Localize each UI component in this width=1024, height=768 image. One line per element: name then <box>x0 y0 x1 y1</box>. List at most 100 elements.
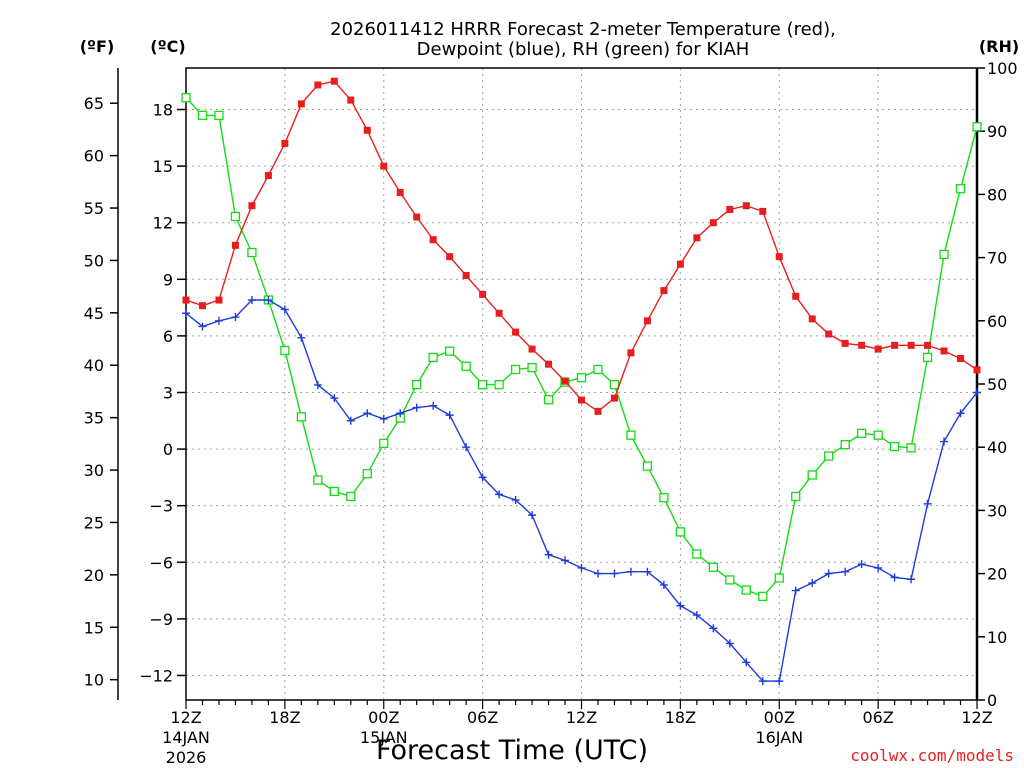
dewpoint-point <box>412 403 421 412</box>
temperature-point <box>396 189 404 197</box>
time-tick-year-label: 2026 <box>166 748 207 767</box>
rh-unit-label: (RH) <box>979 37 1019 56</box>
temperature-point <box>792 292 800 300</box>
rh-tick-label: 80 <box>987 185 1007 204</box>
celsius-tick-label: 9 <box>163 270 173 289</box>
dewpoint-point <box>247 296 256 305</box>
rh-point <box>626 430 636 440</box>
dewpoint-point <box>478 473 487 482</box>
rh-point <box>510 364 521 375</box>
rh-tick-label: 20 <box>987 565 1007 584</box>
rh-tick-label: 90 <box>987 122 1007 141</box>
celsius-tick-label: 18 <box>153 101 173 120</box>
fahrenheit-tick-label: 30 <box>84 461 104 480</box>
rh-point <box>181 93 191 103</box>
fahrenheit-tick-label: 40 <box>84 356 104 375</box>
rh-point <box>840 440 850 450</box>
dewpoint-point <box>363 409 372 418</box>
temperature-point <box>578 396 585 404</box>
rh-point <box>296 412 307 422</box>
temperature-point <box>627 349 635 357</box>
rh-point <box>230 211 241 222</box>
dewpoint-point <box>577 563 586 572</box>
temperature-point <box>297 100 305 108</box>
fahrenheit-tick-label: 50 <box>84 251 104 270</box>
rh-tick-label: 40 <box>987 438 1007 457</box>
rh-point <box>758 591 768 602</box>
temperature-point <box>281 139 289 147</box>
dewpoint-point <box>495 490 504 499</box>
rh-point <box>214 110 224 121</box>
dewpoint-point <box>231 313 240 322</box>
dewpoint-point <box>346 416 355 425</box>
rh-point <box>197 110 208 121</box>
dewpoint-point <box>214 316 223 325</box>
time-tick-date-label: 16JAN <box>755 728 803 747</box>
rh-point <box>659 493 669 503</box>
rh-point <box>791 491 801 502</box>
rh-point <box>955 184 966 194</box>
fahrenheit-unit-label: (ºF) <box>80 37 115 56</box>
time-tick-label: 12Z <box>566 708 597 727</box>
temperature-line <box>185 80 978 413</box>
rh-point <box>379 438 389 449</box>
rh-point <box>741 585 751 595</box>
rh-point <box>692 549 702 559</box>
dewpoint-point <box>379 414 388 423</box>
dewpoint-point <box>445 411 454 420</box>
time-tick-date-label: 15JAN <box>360 728 408 747</box>
temperature-point <box>709 219 717 227</box>
temperature-point <box>874 345 882 353</box>
rh-point <box>543 395 554 405</box>
celsius-tick-label: 15 <box>153 157 173 176</box>
temperature-point <box>643 317 651 325</box>
dewpoint-point <box>824 569 833 578</box>
rh-point <box>362 469 372 479</box>
dewpoint-point <box>544 550 553 559</box>
dewpoint-point <box>857 560 866 569</box>
temperature-point <box>314 81 322 89</box>
rh-point <box>873 430 883 440</box>
time-tick-label: 06Z <box>862 708 893 727</box>
temperature-point <box>841 339 849 347</box>
time-tick-label: 12Z <box>961 708 992 727</box>
dewpoint-point <box>264 296 273 305</box>
fahrenheit-axis: 65 60 55 50 45 40 35 30 25 20 15 10 <box>84 68 119 700</box>
temperature-point <box>610 394 618 402</box>
time-tick-label: 12Z <box>170 708 201 727</box>
plot-grid <box>185 68 978 700</box>
temperature-point <box>907 341 915 349</box>
temperature-point <box>380 162 388 170</box>
temperature-point <box>594 407 602 415</box>
dewpoint-point <box>874 563 883 572</box>
temperature-point <box>198 302 206 310</box>
dewpoint-point <box>940 437 949 446</box>
temperature-point <box>231 241 239 249</box>
rh-point <box>247 247 257 258</box>
rh-point <box>774 573 784 583</box>
dewpoint-point <box>561 556 570 565</box>
dewpoint-point <box>758 677 767 686</box>
temperature-point <box>858 341 866 349</box>
celsius-unit-label: (ºC) <box>150 37 185 56</box>
temperature-point <box>775 253 783 261</box>
dewpoint-point <box>396 409 405 418</box>
rh-point <box>675 527 686 537</box>
celsius-tick-label: 12 <box>153 214 173 233</box>
plot-frame <box>185 67 978 701</box>
celsius-tick-label: 0 <box>163 440 173 459</box>
temperature-point <box>660 287 668 295</box>
temperature-point <box>726 205 734 213</box>
temperature-point <box>495 309 503 317</box>
temperature-point <box>528 345 536 353</box>
dewpoint-point <box>198 322 207 331</box>
rh-point <box>280 345 290 356</box>
rh-point <box>461 361 471 371</box>
rh-tick-label: 30 <box>987 501 1007 520</box>
rh-point <box>428 352 438 363</box>
celsius-tick-label: −12 <box>139 666 173 685</box>
rh-tick-label: 10 <box>987 628 1007 647</box>
dewpoint-point <box>709 624 718 633</box>
time-tick-label: 18Z <box>269 708 300 727</box>
